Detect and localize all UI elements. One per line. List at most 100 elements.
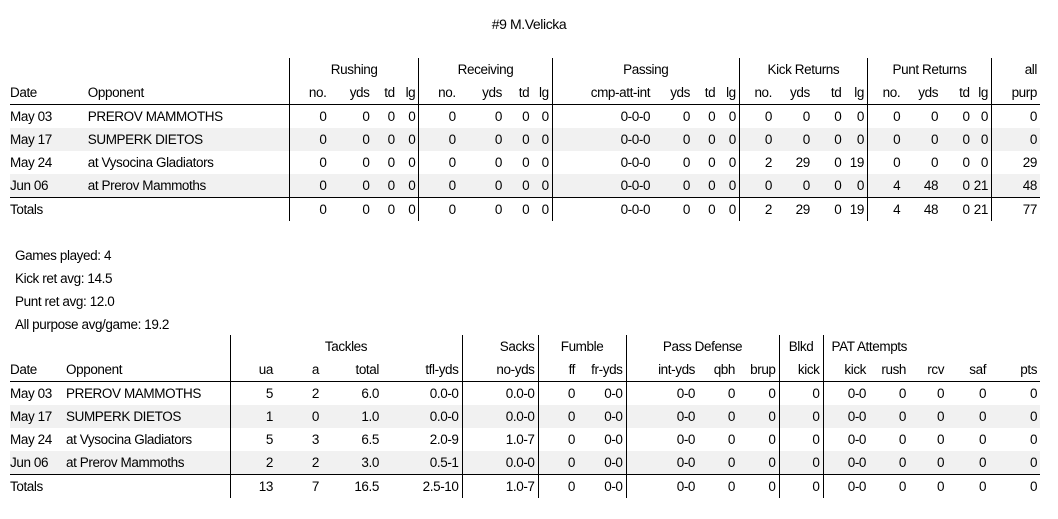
stat-cell: 0 bbox=[504, 174, 533, 198]
stat-cell: 0 bbox=[909, 451, 948, 475]
stat-cell: 5 bbox=[229, 428, 276, 451]
column-header: td bbox=[504, 81, 533, 105]
group-header-rushing: Rushing bbox=[289, 58, 419, 81]
column-header: int-yds bbox=[625, 358, 699, 382]
stat-cell: 1.0-7 bbox=[461, 428, 539, 451]
opponent-name: SUMPERK DIETOS bbox=[87, 128, 290, 151]
stat-cell: 5 bbox=[229, 381, 276, 405]
totals-row: Totals 0 0 0 0 0 0 0 0 0-0-0 0 0 0 2 29 0 19 4 48 0 21 77 bbox=[10, 197, 1040, 221]
kick-return-average: Kick ret avg: 14.5 bbox=[15, 271, 113, 286]
stat-cell: 0 bbox=[978, 386, 987, 401]
stat-cell: 0 bbox=[856, 109, 865, 124]
table-row: May 24 at Vysocina Gladiators 0 0 0 0 0 0 0 0 0-0-… bbox=[10, 151, 1040, 174]
opponent-name: PREROV MAMMOTHS bbox=[66, 386, 202, 401]
opponent-name: at Prerov Mammoths bbox=[87, 174, 290, 198]
stat-cell: 0 bbox=[980, 109, 989, 124]
group-header-fumble: Fumble bbox=[537, 335, 627, 358]
stat-cell: 0 bbox=[978, 432, 987, 447]
stat-cell: 19 bbox=[849, 155, 865, 170]
stat-cell: 0 bbox=[708, 109, 716, 124]
total-cell: 0 bbox=[941, 197, 973, 221]
stat-cell: 0 bbox=[653, 174, 694, 198]
stat-cell: 0 bbox=[962, 155, 970, 170]
group-header-pat-attempts: PAT Attempts bbox=[822, 335, 948, 358]
total-cell: 21 bbox=[972, 197, 992, 221]
column-header: saf bbox=[947, 358, 990, 382]
stat-cell: 0 bbox=[738, 128, 776, 151]
column-header: lg bbox=[844, 81, 868, 105]
total-cell: 0-0 bbox=[822, 474, 870, 498]
column-header: lg bbox=[972, 81, 992, 105]
stat-cell: 0 bbox=[541, 109, 550, 124]
column-header: yds bbox=[775, 81, 813, 105]
opponent-name: PREROV MAMMOTHS bbox=[87, 109, 223, 124]
column-header: lg bbox=[718, 81, 740, 105]
stat-cell: 0 bbox=[541, 155, 550, 170]
stat-cell: 0 bbox=[1029, 432, 1038, 447]
stat-cell: 0 bbox=[980, 155, 989, 170]
stat-cell: 1.0 bbox=[322, 405, 382, 428]
stat-cell: 0 bbox=[990, 128, 1040, 151]
stat-cell: 0 bbox=[867, 151, 904, 174]
total-cell: 2 bbox=[738, 197, 776, 221]
stat-cell: 0-0 bbox=[822, 381, 870, 405]
stat-cell: 0 bbox=[778, 451, 824, 475]
column-header: no-yds bbox=[461, 358, 539, 382]
stat-cell: 0 bbox=[276, 405, 322, 428]
stat-cell: 29 bbox=[795, 155, 811, 170]
stat-cell: 0 bbox=[408, 109, 416, 124]
total-cell: 0 bbox=[504, 197, 533, 221]
total-cell: 0 bbox=[372, 197, 398, 221]
stat-cell: 48 bbox=[990, 174, 1040, 198]
total-cell: 0-0 bbox=[625, 474, 699, 498]
stat-cell: 0 bbox=[869, 405, 910, 428]
column-header: td bbox=[941, 81, 973, 105]
opponent-name: at Vysocina Gladiators bbox=[87, 155, 214, 170]
game-date: May 17 bbox=[10, 405, 66, 428]
column-header: pts bbox=[989, 358, 1041, 382]
group-header-spacer bbox=[10, 335, 230, 358]
stat-cell: 0 bbox=[903, 128, 942, 151]
group-header-kick-returns: Kick Returns bbox=[738, 58, 868, 81]
column-header: td bbox=[693, 81, 719, 105]
stat-cell: 0 bbox=[778, 428, 824, 451]
season-summary: Games played: 4 Kick ret avg: 14.5 Punt … bbox=[15, 244, 169, 336]
stat-cell: 0 bbox=[775, 128, 813, 151]
total-cell: 77 bbox=[990, 197, 1040, 221]
stat-cell: 0 bbox=[329, 128, 373, 151]
stat-cell: 0 bbox=[718, 174, 740, 198]
group-header-row: Tackles Sacks Fumble Pass Defense Blkd PAT At… bbox=[10, 335, 1040, 358]
group-header-sacks: Sacks bbox=[461, 335, 539, 358]
stat-cell: 29 bbox=[990, 151, 1040, 174]
opponent-name: at Vysocina Gladiators bbox=[66, 432, 192, 447]
column-header: Date bbox=[10, 81, 88, 105]
column-header: yds bbox=[903, 81, 942, 105]
stat-cell: 0 bbox=[289, 128, 330, 151]
total-cell: 0 bbox=[909, 474, 948, 498]
stat-cell: 0 bbox=[682, 109, 691, 124]
column-header: lg bbox=[532, 81, 553, 105]
stat-cell: 0-0 bbox=[625, 428, 699, 451]
stat-cell: 0-0 bbox=[578, 405, 627, 428]
stat-cell: 0 bbox=[909, 405, 948, 428]
column-header: lg bbox=[397, 81, 419, 105]
stat-cell: 3.0 bbox=[322, 451, 382, 475]
stat-cell: 0 bbox=[898, 386, 907, 401]
stat-cell: 0 bbox=[930, 155, 939, 170]
stat-cell: 0 bbox=[289, 104, 330, 128]
page-title: #9 M.Velicka bbox=[491, 16, 567, 32]
stat-cell: 0 bbox=[537, 381, 579, 405]
game-date: May 03 bbox=[10, 386, 52, 401]
total-cell: 0 bbox=[947, 474, 990, 498]
stat-cell: 21 bbox=[972, 174, 992, 198]
stat-cell: 1 bbox=[229, 405, 276, 428]
stat-cell: 0 bbox=[682, 155, 691, 170]
total-cell: 7 bbox=[276, 474, 322, 498]
stat-cell: 0-0-0 bbox=[551, 104, 654, 128]
total-cell: 0 bbox=[329, 197, 373, 221]
column-header: Opponent bbox=[66, 358, 230, 382]
group-header-row: Rushing Receiving Passing Kick Returns Punt … bbox=[10, 58, 1040, 81]
stat-cell: 6.0 bbox=[361, 386, 379, 401]
all-purpose-average: All purpose avg/game: 19.2 bbox=[15, 317, 169, 332]
table-row: May 17 SUMPERK DIETOS 0 0 0 0 0 0 0 0 0-0-0 0 0 0 0 0 0 0… bbox=[10, 128, 1040, 151]
